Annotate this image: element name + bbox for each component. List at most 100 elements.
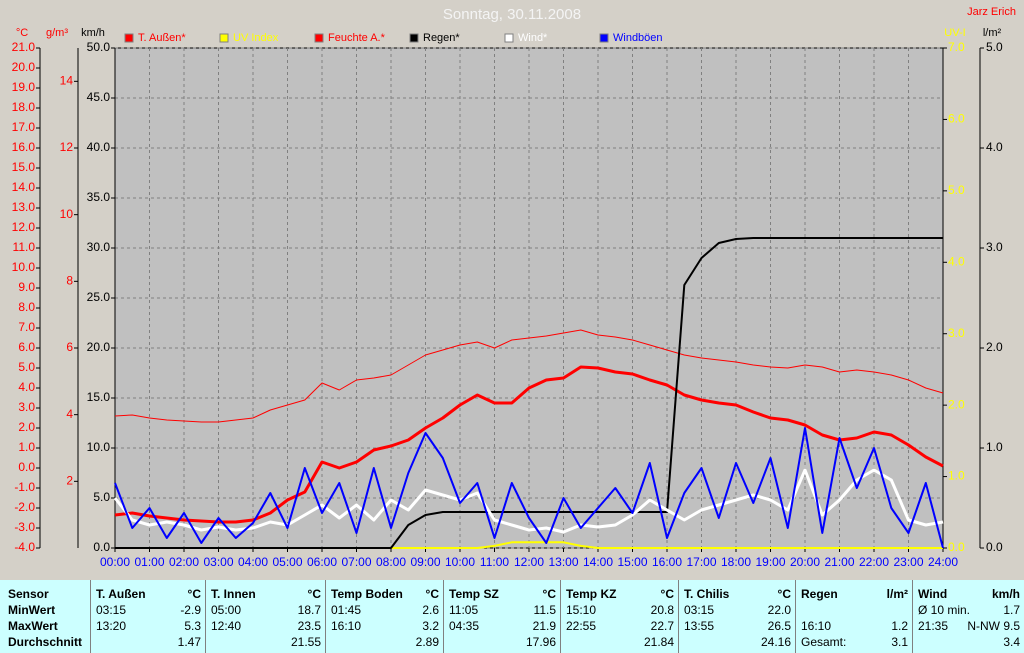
column-unit: km/h [991, 587, 1020, 601]
cell: 22.0 [767, 603, 791, 617]
y-tick-label: 30.0 [87, 240, 111, 254]
y-tick-label: 5.0 [93, 490, 110, 504]
x-tick-label: 22:00 [859, 555, 889, 569]
y-tick-label: 4 [66, 407, 73, 421]
column-name: T. Chilis [684, 587, 730, 601]
y-tick-label: 35.0 [87, 190, 111, 204]
cell: N-NW 9.5 [967, 619, 1020, 633]
column-name: T. Innen [211, 587, 256, 601]
cell: 21.55 [290, 635, 321, 649]
legend-swatch [219, 33, 229, 43]
x-tick-label: 23:00 [893, 555, 923, 569]
y-tick-label: 7.0 [948, 40, 965, 54]
y-tick-label: 2 [66, 474, 73, 488]
y-tick-label: -3.0 [14, 520, 35, 534]
cell: 03:15 [684, 603, 715, 617]
x-tick-label: 15:00 [617, 555, 647, 569]
column-unit: °C [187, 587, 201, 601]
cell: 11.5 [533, 603, 556, 617]
x-tick-label: 10:00 [445, 555, 475, 569]
legend-label: Windböen [613, 32, 663, 44]
y-tick-label: 16.0 [12, 140, 36, 154]
x-tick-label: 02:00 [169, 555, 199, 569]
y-tick-label: 40.0 [87, 140, 111, 154]
cell: Gesamt: [801, 635, 847, 649]
chart: Sonntag, 30.11.2008 Jarz Erich °C -4.0 -3.… [12, 6, 1016, 569]
cell: 1.47 [177, 635, 201, 649]
x-tick-label: 19:00 [755, 555, 785, 569]
y-tick-label: 12.0 [12, 220, 36, 234]
cell: 24.16 [760, 635, 791, 649]
column-separator [912, 580, 913, 653]
y-tick-label: 7.0 [18, 320, 35, 334]
y-tick-label: 4.0 [18, 380, 35, 394]
y-tick-label: 5.0 [986, 40, 1003, 54]
x-tick-label: 16:00 [652, 555, 682, 569]
y-tick-label: -2.0 [14, 500, 35, 514]
cell: 21.9 [532, 619, 556, 633]
x-tick-label: 06:00 [307, 555, 337, 569]
y-tick-label: 5.0 [18, 360, 35, 374]
y-tick-label: 2.0 [948, 397, 965, 411]
legend-swatch [409, 33, 419, 43]
cell: 22:55 [566, 619, 597, 633]
column-name: T. Außen [96, 587, 146, 601]
x-tick-label: 08:00 [376, 555, 406, 569]
y-tick-label: 3.0 [986, 240, 1003, 254]
row-label: MinWert [8, 603, 56, 617]
y-tick-label: 6 [66, 340, 73, 354]
cell: 12:40 [211, 619, 242, 633]
cell: 13:20 [96, 619, 127, 633]
cell: 26.5 [767, 619, 791, 633]
cell: -2.9 [180, 603, 201, 617]
cell: 1.7 [1003, 603, 1020, 617]
y-tick-label: 6.0 [948, 112, 965, 126]
cell: 20.8 [650, 603, 674, 617]
cell: 03:15 [96, 603, 127, 617]
y-tick-label: 12 [60, 140, 74, 154]
column-separator [90, 580, 91, 653]
cell: Ø 10 min. [918, 603, 971, 617]
column-name: Temp KZ [566, 587, 617, 601]
column-name: Temp Boden [331, 587, 403, 601]
y-tick-label: 0.0 [18, 460, 35, 474]
axis-unit: g/m³ [46, 27, 68, 39]
cell: 2.89 [415, 635, 439, 649]
y-tick-label: 4.0 [986, 140, 1003, 154]
y-tick-label: -4.0 [14, 540, 35, 554]
x-tick-label: 17:00 [686, 555, 716, 569]
x-tick-label: 05:00 [272, 555, 302, 569]
series-line [113, 468, 944, 534]
y-tick-label: 13.0 [12, 200, 36, 214]
cell: 3.1 [891, 635, 908, 649]
legend-swatch [124, 33, 134, 43]
y-tick-label: 15.0 [87, 390, 111, 404]
x-tick-label: 20:00 [790, 555, 820, 569]
column-name: Wind [918, 587, 948, 601]
x-tick-label: 09:00 [410, 555, 440, 569]
y-tick-label: 8.0 [18, 300, 35, 314]
axis-unit: °C [16, 27, 28, 39]
x-tick-label: 04:00 [238, 555, 268, 569]
column-unit: °C [307, 587, 321, 601]
y-tick-label: 10 [60, 207, 74, 221]
cell: 21.84 [643, 635, 674, 649]
y-tick-label: 45.0 [87, 90, 111, 104]
cell: 17.96 [525, 635, 556, 649]
y-tick-label: 19.0 [12, 80, 36, 94]
y-tick-label: 2.0 [18, 420, 35, 434]
y-tick-label: 6.0 [18, 340, 35, 354]
legend-label: UV Index [233, 32, 279, 44]
y-tick-label: 1.0 [948, 469, 965, 483]
column-separator [205, 580, 206, 653]
y-tick-label: 2.0 [986, 340, 1003, 354]
y-tick-label: 14 [60, 74, 74, 88]
y-tick-label: 11.0 [13, 240, 36, 254]
legend-label: Feuchte A.* [328, 32, 386, 44]
cell: 18.7 [297, 603, 321, 617]
cell: 04:35 [449, 619, 480, 633]
y-tick-label: 5.0 [948, 183, 965, 197]
y-tick-label: 50.0 [87, 40, 111, 54]
column-name: Regen [801, 587, 838, 601]
x-tick-label: 03:00 [203, 555, 233, 569]
